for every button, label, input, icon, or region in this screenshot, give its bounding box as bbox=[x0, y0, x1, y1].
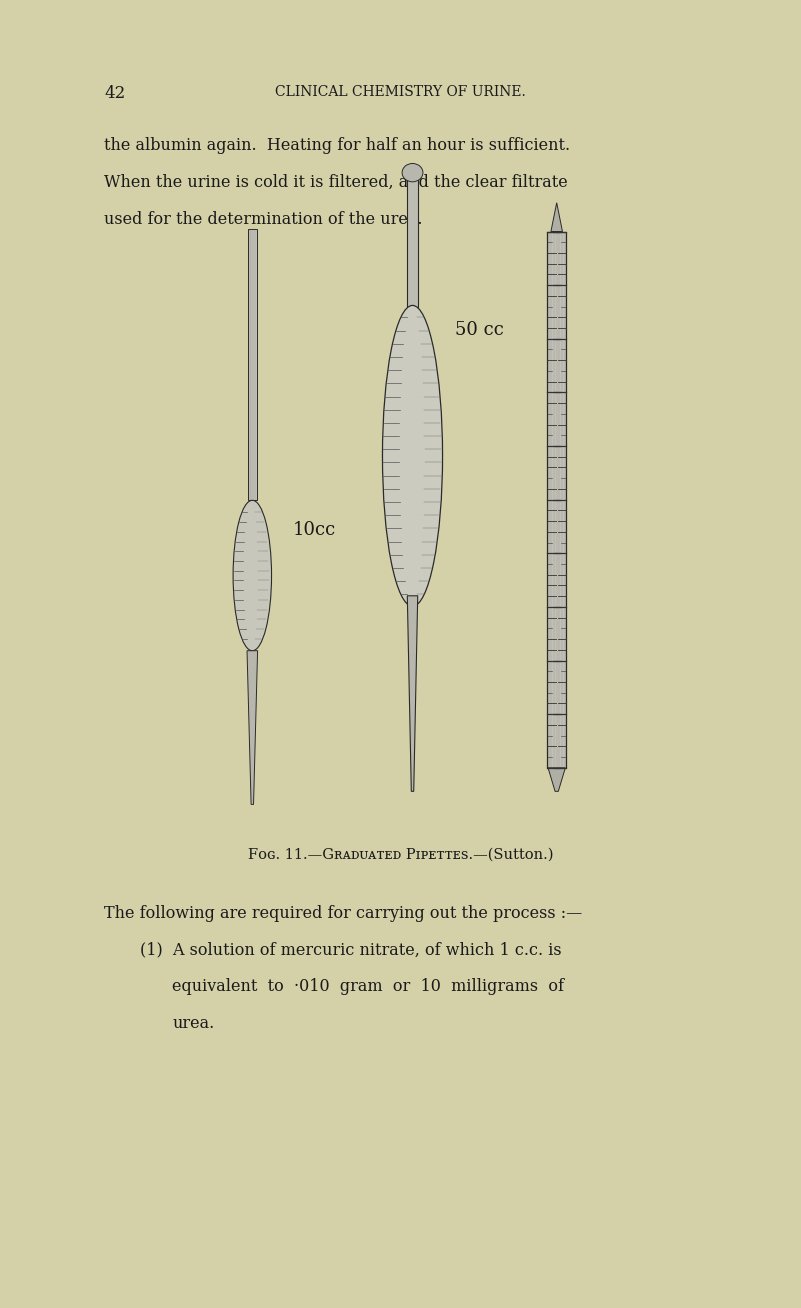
Text: equivalent  to  ·010  gram  or  10  milligrams  of: equivalent to ·010 gram or 10 milligrams… bbox=[172, 978, 564, 995]
Polygon shape bbox=[247, 650, 258, 804]
Text: 50 cc: 50 cc bbox=[455, 320, 504, 339]
Ellipse shape bbox=[402, 164, 423, 182]
Polygon shape bbox=[408, 596, 418, 791]
Text: 10cc: 10cc bbox=[292, 521, 336, 539]
Text: urea.: urea. bbox=[172, 1015, 215, 1032]
Polygon shape bbox=[547, 232, 566, 768]
Text: When the urine is cold it is filtered, and the clear filtrate: When the urine is cold it is filtered, a… bbox=[104, 174, 568, 191]
Polygon shape bbox=[551, 203, 562, 232]
Text: the albumin again.  Heating for half an hour is sufficient.: the albumin again. Heating for half an h… bbox=[104, 137, 570, 154]
Polygon shape bbox=[548, 768, 566, 791]
Text: used for the determination of the urea.: used for the determination of the urea. bbox=[104, 211, 423, 228]
Ellipse shape bbox=[233, 500, 272, 651]
Polygon shape bbox=[248, 229, 256, 500]
Text: 42: 42 bbox=[104, 85, 126, 102]
Text: The following are required for carrying out the process :—: The following are required for carrying … bbox=[104, 905, 582, 922]
Text: (1)  A solution of mercuric nitrate, of which 1 c.c. is: (1) A solution of mercuric nitrate, of w… bbox=[140, 942, 562, 959]
Text: Fᴏɢ. 11.—Gʀᴀᴅᴜᴀᴛᴇᴅ Pɪᴘᴇᴛᴛᴇѕ.—(Sutton.): Fᴏɢ. 11.—Gʀᴀᴅᴜᴀᴛᴇᴅ Pɪᴘᴇᴛᴛᴇѕ.—(Sutton.) bbox=[248, 848, 553, 862]
Ellipse shape bbox=[383, 306, 442, 607]
Text: CLINICAL CHEMISTRY OF URINE.: CLINICAL CHEMISTRY OF URINE. bbox=[275, 85, 526, 99]
Polygon shape bbox=[408, 173, 418, 313]
